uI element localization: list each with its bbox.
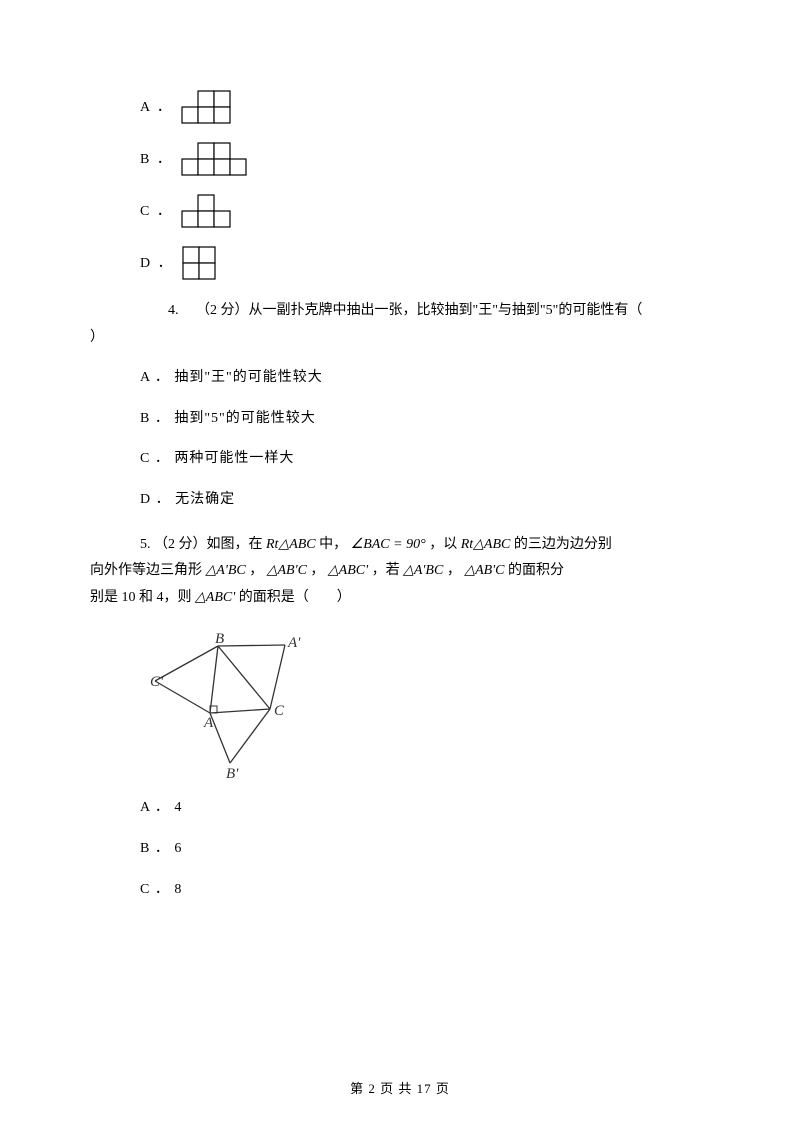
footer-total: 17 <box>417 1081 432 1096</box>
q5-mid4: ，若 <box>368 563 403 578</box>
q5-t1: △A'BC <box>206 563 246 578</box>
q5-t2: △AB'C <box>267 563 307 578</box>
svg-text:A: A <box>203 715 214 731</box>
footer-suf: 页 <box>432 1081 450 1096</box>
triangle-diagram-svg: B A' C' A C B' <box>150 631 320 781</box>
shape-a <box>181 90 231 124</box>
option-a-label: A ． <box>140 95 173 124</box>
q4-option-b: B ． 抽到"5"的可能性较大 <box>140 406 710 433</box>
q5-t3b: △ABC' <box>195 590 235 605</box>
option-c-label: C ． <box>140 199 173 228</box>
q5-l2-prefix: 向外作等边三角形 <box>90 563 206 578</box>
q5-t3: △ABC' <box>328 563 368 578</box>
q4-text: 4. （2 分）从一副扑克牌中抽出一张，比较抽到"王"与抽到"5"的可能性有（ <box>140 298 710 325</box>
q5-line2: 向外作等边三角形 △A'BC ， △AB'C ， △ABC' ，若 △A'BC … <box>90 558 710 585</box>
page-footer: 第 2 页 共 17 页 <box>0 1077 800 1102</box>
q5-rtabc2: Rt△ABC <box>461 537 511 552</box>
q5-c2: ， <box>307 563 328 578</box>
q5-line3: 别是 10 和 4，则 △ABC' 的面积是（ ） <box>90 585 710 612</box>
option-a-row: A ． <box>140 90 710 124</box>
shape-b <box>181 142 247 176</box>
q5-c1: ， <box>246 563 267 578</box>
q4-close: ） <box>90 325 710 352</box>
q4-option-a: A ． 抽到"王"的可能性较大 <box>140 365 710 392</box>
shape-d <box>182 246 216 280</box>
q5-prefix: 5. （2 分）如图，在 <box>140 537 266 552</box>
q5-option-c: C ． 8 <box>140 877 710 904</box>
shape-c <box>181 194 231 228</box>
footer-mid: 页 共 <box>376 1081 417 1096</box>
option-d-row: D ． <box>140 246 710 280</box>
q4-option-d: D ． 无法确定 <box>140 487 710 514</box>
q5-mid2: ，以 <box>426 537 461 552</box>
q4-line1: 4. （2 分）从一副扑克牌中抽出一张，比较抽到"王"与抽到"5"的可能性有（ <box>168 303 642 318</box>
option-b-label: B ． <box>140 147 173 176</box>
footer-page: 2 <box>368 1081 376 1096</box>
svg-text:C': C' <box>150 674 164 690</box>
q5-option-b: B ． 6 <box>140 836 710 863</box>
q5-mid1: 中， <box>316 537 351 552</box>
q5-l3-suffix: 的面积是（ ） <box>235 590 351 605</box>
option-d-label: D ． <box>140 251 174 280</box>
option-c-row: C ． <box>140 194 710 228</box>
q5-rtabc: Rt△ABC <box>266 537 316 552</box>
q5-line1: 5. （2 分）如图，在 Rt△ABC 中， ∠BAC = 90° ，以 Rt△… <box>126 532 710 559</box>
footer-pre: 第 <box>350 1081 368 1096</box>
q5-mid5: 的面积分 <box>505 563 565 578</box>
q5-t2b: △AB'C <box>464 563 504 578</box>
q5-l3-prefix: 别是 10 和 4，则 <box>90 590 195 605</box>
q5-option-a: A ． 4 <box>140 795 710 822</box>
svg-text:A': A' <box>287 635 301 651</box>
q5-mid3: 的三边为边分别 <box>510 537 612 552</box>
svg-text:C: C <box>274 703 285 719</box>
q5-diagram: B A' C' A C B' <box>150 631 710 781</box>
svg-text:B': B' <box>226 766 239 781</box>
q5-c3: ， <box>443 563 464 578</box>
option-b-row: B ． <box>140 142 710 176</box>
svg-text:B: B <box>215 631 224 647</box>
q5-t1b: △A'BC <box>403 563 443 578</box>
q5-angle: ∠BAC = 90° <box>351 537 426 552</box>
q4-option-c: C ． 两种可能性一样大 <box>140 446 710 473</box>
